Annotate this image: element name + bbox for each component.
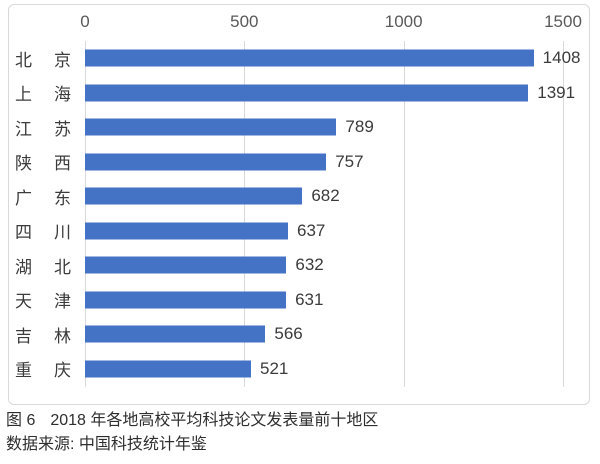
bar [85, 222, 288, 240]
bar-chart: 0 500 1000 1500 北京 1408 上海 1391 江苏 789 陕西 757 广东 682… [8, 4, 590, 405]
category-label-char: 吉 [15, 326, 32, 346]
gridline [244, 41, 246, 387]
bar-row: 北京 1408 [9, 41, 589, 76]
bar-row: 四川 637 [9, 214, 589, 249]
x-axis-tick-label: 500 [230, 12, 259, 31]
category-label-char: 西 [54, 154, 71, 174]
category-label-char: 海 [54, 85, 71, 105]
category-label: 上海 [15, 76, 71, 111]
bar [85, 153, 327, 171]
caption-title-line: 图 6 2018 年各地高校平均科技论文发表量前十地区 [6, 409, 378, 433]
bar [85, 256, 287, 274]
value-label: 637 [296, 220, 326, 240]
category-label-char: 林 [54, 326, 71, 346]
bar [85, 118, 337, 136]
gridline [563, 41, 564, 387]
value-label: 757 [335, 151, 364, 171]
value-label: 789 [345, 117, 374, 137]
category-label-char: 上 [15, 85, 32, 105]
caption-source-line: 数据来源: 中国科技统计年鉴 [6, 436, 207, 453]
category-label: 广东 [15, 179, 71, 214]
bar [85, 49, 534, 67]
category-label-char: 重 [15, 361, 32, 381]
category-label: 重庆 [15, 352, 71, 387]
category-label: 吉林 [15, 317, 71, 352]
bar-row: 天津 631 [9, 283, 589, 318]
category-label-char: 京 [54, 50, 71, 70]
category-label-char: 川 [54, 223, 71, 243]
bar-row: 吉林 566 [9, 317, 589, 352]
bar-row: 江苏 789 [9, 110, 589, 145]
value-label: 631 [295, 289, 324, 309]
category-label-char: 庆 [54, 361, 71, 381]
category-label-char: 江 [15, 119, 32, 139]
bar [85, 84, 529, 102]
value-label: 1391 [537, 82, 576, 102]
x-axis-tick-label: 1500 [544, 12, 582, 31]
bar [85, 291, 287, 309]
category-label-char: 四 [15, 223, 32, 243]
value-label: 1408 [542, 48, 581, 68]
bar [85, 360, 252, 378]
bar-row: 广东 682 [9, 179, 589, 214]
category-label-char: 广 [15, 188, 32, 208]
value-label: 521 [260, 358, 289, 378]
value-label: 566 [274, 324, 303, 344]
figure-title: 2018 年各地高校平均科技论文发表量前十地区 [50, 412, 379, 429]
category-label-char: 苏 [54, 119, 71, 139]
category-label-char: 东 [54, 188, 71, 208]
bar-row: 上海 1391 [9, 76, 589, 111]
bar-row: 湖北 632 [9, 248, 589, 283]
value-label: 682 [311, 186, 340, 206]
category-label: 陕西 [15, 145, 71, 180]
bar-row: 陕西 757 [9, 145, 589, 180]
category-label-char: 天 [15, 292, 32, 312]
category-label: 天津 [15, 283, 71, 318]
category-label-char: 北 [54, 257, 71, 277]
bar [85, 187, 303, 205]
value-label: 632 [295, 255, 324, 275]
category-label: 江苏 [15, 110, 71, 145]
bar-row: 重庆 521 [9, 352, 589, 387]
gridline [85, 41, 86, 387]
gridline [403, 41, 405, 387]
category-label-char: 津 [54, 292, 71, 312]
figure-caption: 图 6 2018 年各地高校平均科技论文发表量前十地区 数据来源: 中国科技统计年… [6, 409, 378, 457]
category-label: 四川 [15, 214, 71, 249]
category-label: 湖北 [15, 248, 71, 283]
category-label: 北京 [15, 41, 71, 76]
bar [85, 325, 266, 343]
category-label-char: 湖 [15, 257, 32, 277]
x-axis-tick-label: 1000 [384, 12, 423, 31]
x-axis-tick-label: 0 [80, 12, 90, 31]
figure-label: 图 6 [6, 412, 36, 429]
category-label-char: 北 [15, 50, 32, 70]
category-label-char: 陕 [15, 154, 32, 174]
